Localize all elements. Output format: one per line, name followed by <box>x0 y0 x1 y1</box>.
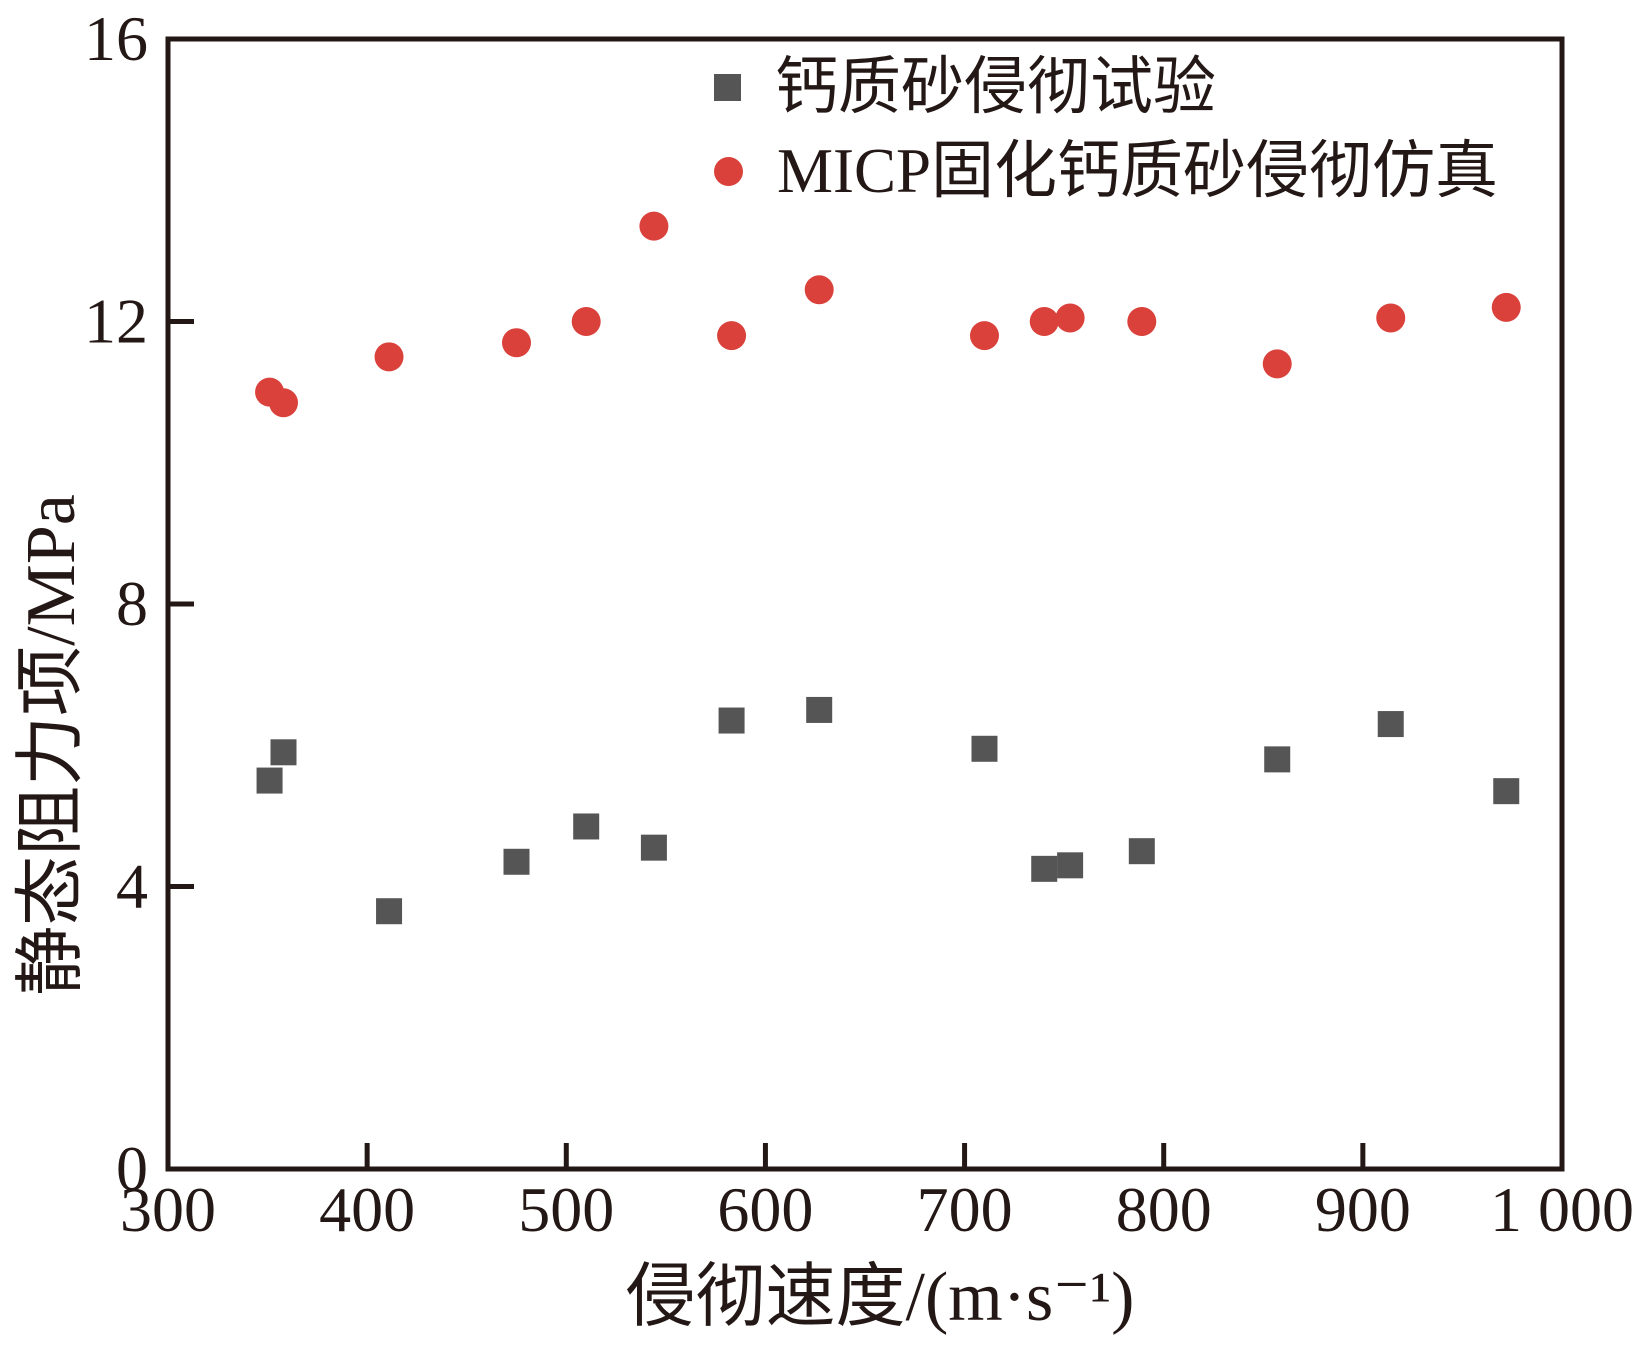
data-point-circle <box>269 388 299 418</box>
data-point-circle <box>571 307 601 336</box>
y-axis-title: 静态阻力项/MPa <box>13 494 90 996</box>
data-point-circle <box>969 321 999 351</box>
data-point-square <box>1031 855 1058 882</box>
plot-frame <box>165 36 1565 1172</box>
data-point-square <box>718 707 745 734</box>
data-point-circle <box>639 211 669 241</box>
y-tick-label: 12 <box>84 286 148 357</box>
circle-marker-icon <box>714 156 743 186</box>
square-marker-icon <box>714 73 741 101</box>
y-tick-label: 0 <box>116 1133 148 1204</box>
legend: 钙质砂侵彻试验 MICP固化钙质砂侵彻仿真 <box>714 52 1498 206</box>
data-point-square <box>806 696 833 723</box>
data-point-circle <box>1491 292 1521 322</box>
data-point-circle <box>717 321 747 351</box>
data-point-square <box>1377 711 1404 738</box>
data-point-circle <box>1055 303 1085 333</box>
data-point-square <box>270 739 297 766</box>
x-axis-title: 侵彻速度/(m·s⁻¹) <box>625 1259 1135 1336</box>
data-point-square <box>573 813 600 840</box>
y-tick-label: 8 <box>116 568 148 639</box>
x-tick-label: 900 <box>1315 1174 1411 1245</box>
data-point-square <box>376 898 403 925</box>
data-point-square <box>971 735 998 762</box>
legend-item-calcareous-sand-test: 钙质砂侵彻试验 <box>714 52 1498 122</box>
x-tick-label: 400 <box>319 1174 415 1245</box>
data-point-circle <box>1127 307 1157 336</box>
data-point-square <box>1493 778 1520 805</box>
legend-label-simulation: MICP固化钙质砂侵彻仿真 <box>777 135 1499 206</box>
legend-label-test: 钙质砂侵彻试验 <box>775 51 1216 122</box>
x-tick-label: 300 <box>120 1174 216 1245</box>
y-tick-label: 4 <box>116 851 148 922</box>
data-point-square <box>1264 746 1291 773</box>
data-point-square <box>640 834 667 861</box>
data-point-circle <box>1262 349 1292 379</box>
data-point-square <box>1128 838 1155 865</box>
data-point-circle <box>502 328 531 358</box>
data-point-circle <box>1376 303 1406 333</box>
data-point-circle <box>374 342 404 372</box>
x-tick-label: 600 <box>717 1174 813 1245</box>
data-point-square <box>503 848 530 875</box>
x-tick-label: 1 000 <box>1490 1174 1634 1245</box>
x-tick-label: 700 <box>917 1174 1013 1245</box>
x-tick-label: 500 <box>518 1174 614 1245</box>
data-point-square <box>1057 852 1084 879</box>
y-tick-label: 16 <box>84 3 148 74</box>
data-point-circle <box>1029 307 1059 336</box>
data-point-circle <box>804 275 834 305</box>
legend-item-micp-simulation: MICP固化钙质砂侵彻仿真 <box>714 136 1498 206</box>
data-point-square <box>256 767 283 794</box>
x-tick-label: 800 <box>1116 1174 1212 1245</box>
